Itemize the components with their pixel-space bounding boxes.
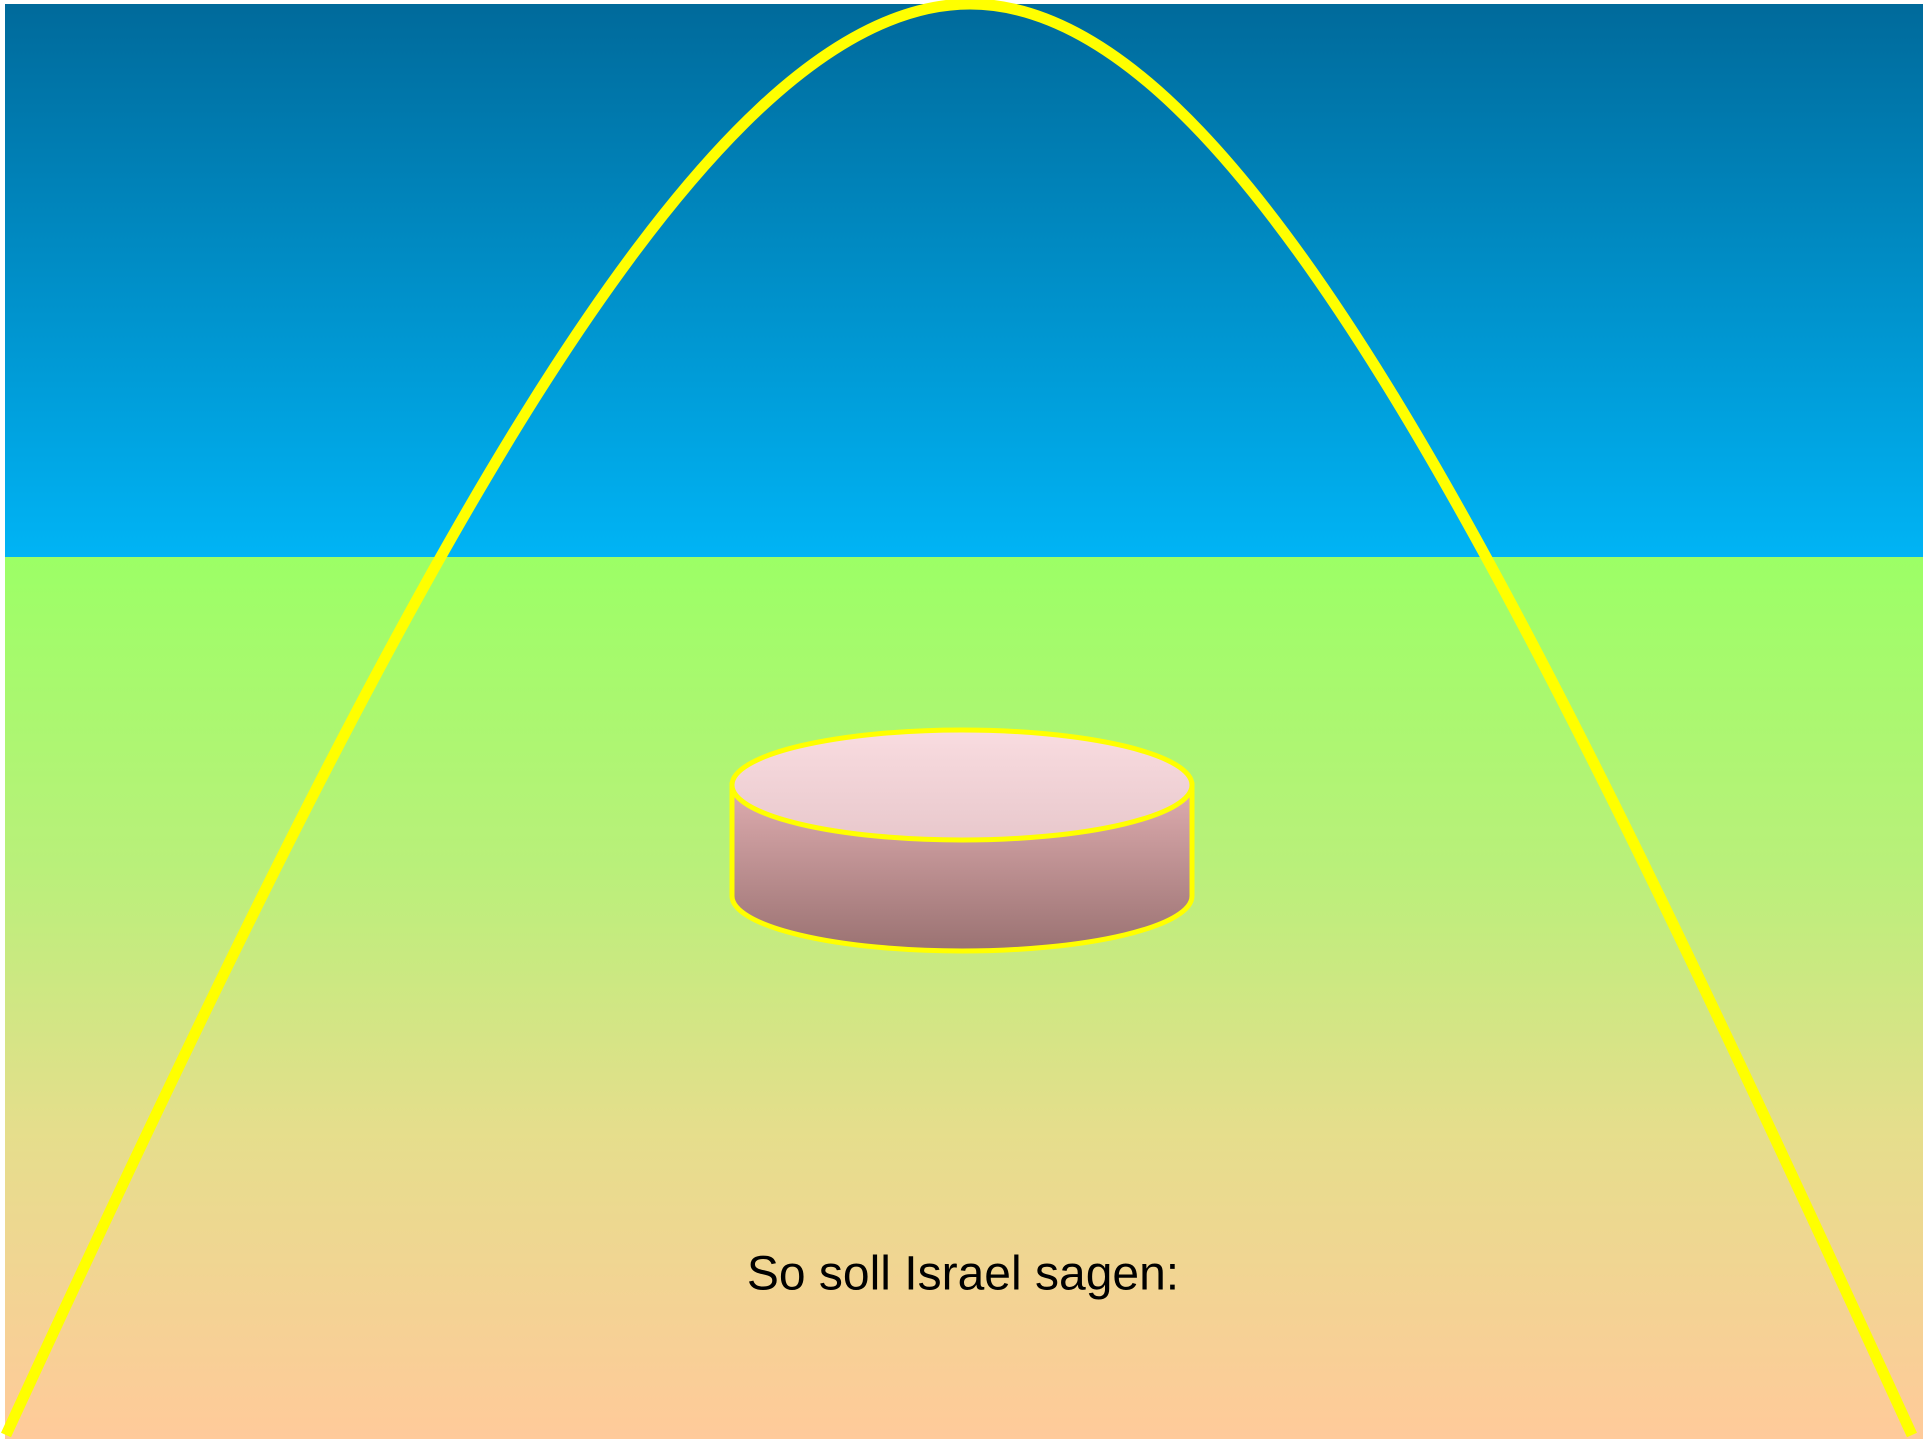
page: {"caption": "So soll Israel sagen:"} So …: [0, 0, 1932, 1442]
cylinder: [732, 730, 1192, 951]
cylinder-top: [732, 730, 1192, 840]
ground: [5, 557, 1923, 1439]
sky: [5, 4, 1923, 557]
slide: So soll Israel sagen:: [0, 0, 1932, 1442]
caption: So soll Israel sagen:: [747, 1248, 1179, 1301]
